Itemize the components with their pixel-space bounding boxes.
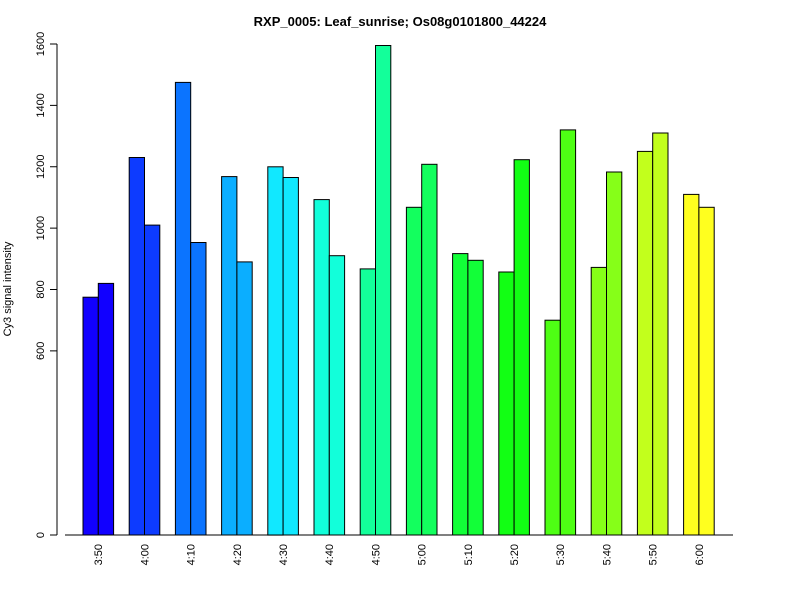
bar-600-1 xyxy=(683,193,700,536)
bar-400-2 xyxy=(144,224,161,536)
x-tick-label: 5:00 xyxy=(417,544,429,565)
bar-410-1 xyxy=(174,81,192,536)
bar-550-1 xyxy=(636,150,654,536)
bar-450-1 xyxy=(359,268,377,536)
bar-500-2 xyxy=(421,163,438,536)
bar-500-1 xyxy=(405,206,423,536)
x-tick-label: 5:20 xyxy=(509,544,521,565)
y-tick-label: 800 xyxy=(35,280,47,298)
x-tick-label: 4:30 xyxy=(278,544,290,565)
bar-520-2 xyxy=(513,159,530,536)
x-tick-label: 5:10 xyxy=(463,544,475,565)
y-tick-label: 1000 xyxy=(35,216,47,240)
bars-group xyxy=(82,45,715,536)
y-tick-label: 1200 xyxy=(35,155,47,179)
x-tick-label: 5:40 xyxy=(601,544,613,565)
y-tick-label: 600 xyxy=(35,342,47,360)
bar-420-2 xyxy=(236,261,253,536)
x-tick-label: 6:00 xyxy=(694,544,706,565)
x-tick-label: 4:10 xyxy=(186,544,198,565)
x-tick-label: 4:00 xyxy=(139,544,151,565)
x-tick-label: 5:30 xyxy=(555,544,567,565)
bar-520-1 xyxy=(498,271,515,536)
y-axis: 0 600 800 1000 1200 1400 1600 xyxy=(35,32,58,538)
chart-title: RXP_0005: Leaf_sunrise; Os08g0101800_442… xyxy=(254,14,547,29)
bar-430-1 xyxy=(267,166,284,536)
y-tick-label: 1400 xyxy=(35,93,47,117)
bar-440-1 xyxy=(313,199,330,536)
bar-420-1 xyxy=(221,176,238,536)
bar-350-2 xyxy=(97,282,115,536)
bar-510-1 xyxy=(452,253,469,536)
bar-550-2 xyxy=(652,132,669,536)
y-tick-label: 0 xyxy=(35,532,47,538)
bar-530-2 xyxy=(559,129,577,536)
x-tick-label: 4:20 xyxy=(232,544,244,565)
bar-400-1 xyxy=(128,157,145,536)
y-tick-label: 1600 xyxy=(35,32,47,56)
bar-600-2 xyxy=(698,206,715,536)
x-tick-label: 3:50 xyxy=(93,544,105,565)
bar-510-2 xyxy=(467,259,484,536)
bar-430-2 xyxy=(282,177,299,536)
bar-530-1 xyxy=(544,319,561,536)
bar-350-1 xyxy=(82,296,99,536)
bar-410-2 xyxy=(190,242,207,536)
bar-540-1 xyxy=(590,266,608,536)
y-axis-label: Cy3 signal intensity xyxy=(2,241,14,336)
bar-540-2 xyxy=(606,171,623,536)
bar-440-2 xyxy=(328,255,346,536)
x-tick-label: 4:50 xyxy=(370,544,382,565)
bar-450-2 xyxy=(375,45,392,536)
x-tick-label: 5:50 xyxy=(648,544,660,565)
x-axis: 3:50 4:00 4:10 4:20 4:30 4:40 4:50 5:00 5:10 5:20… xyxy=(65,534,733,565)
x-tick-label: 4:40 xyxy=(324,544,336,565)
